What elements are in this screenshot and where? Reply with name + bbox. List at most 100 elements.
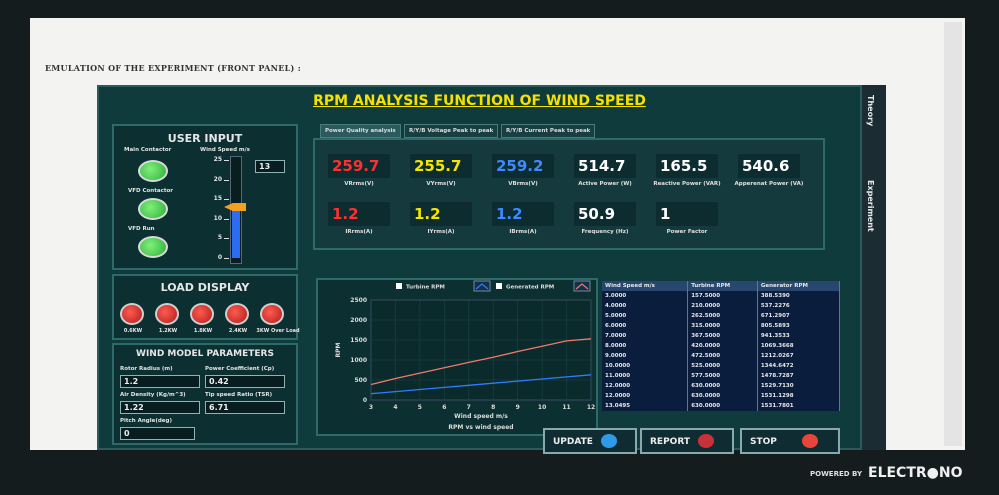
legend-swatch: [496, 283, 502, 289]
table-cell: 630.0000: [688, 391, 758, 401]
meter-label: Apperenat Power (VA): [734, 181, 804, 187]
switch[interactable]: [138, 236, 168, 258]
meter-value: 1.2: [492, 202, 554, 226]
x-tick-label: 12: [587, 404, 595, 411]
side-tab[interactable]: Experiment: [866, 180, 875, 232]
side-tabs: Theory Experiment: [862, 85, 886, 450]
meter-value: 1.2: [410, 202, 472, 226]
powered-by: POWERED BY: [810, 470, 862, 478]
y-tick-label: 2500: [350, 297, 367, 304]
slider-tick: [224, 160, 229, 161]
legend-label: Generated RPM: [506, 285, 554, 291]
slider-tick-label: 20: [208, 176, 222, 183]
load-lamp: [120, 303, 144, 325]
y-tick-label: 2000: [350, 317, 367, 324]
table-cell: 388.5390: [757, 291, 839, 301]
slider-tick: [224, 258, 229, 259]
meter-value: 540.6: [738, 154, 800, 178]
table-cell: 157.5000: [688, 291, 758, 301]
column-header: Turbine RPM: [688, 281, 758, 291]
tab[interactable]: R/Y/B Voltage Peak to peak: [404, 124, 498, 138]
y-tick-label: 0: [363, 397, 367, 404]
x-tick-label: 5: [418, 404, 422, 411]
page: EMULATION OF THE EXPERIMENT (FRONT PANEL…: [0, 0, 999, 495]
x-tick-label: 7: [467, 404, 471, 411]
param-label: Power Coefficient (Cp): [205, 366, 274, 372]
table-cell: 537.2276: [757, 301, 839, 311]
table-cell: 420.0000: [688, 341, 758, 351]
slider-tick: [224, 238, 229, 239]
table-cell: 367.5000: [688, 331, 758, 341]
x-tick-label: 3: [369, 404, 373, 411]
slider-tick: [224, 219, 229, 220]
scrollbar[interactable]: [944, 22, 962, 446]
table-cell: 7.0000: [602, 331, 688, 341]
column-header: Generator RPM: [757, 281, 839, 291]
button-label[interactable]: STOP: [750, 437, 777, 447]
x-tick-label: 9: [516, 404, 520, 411]
x-tick-label: 10: [538, 404, 546, 411]
panel-title: RPM ANALYSIS FUNCTION OF WIND SPEED: [97, 93, 862, 109]
table-cell: 4.0000: [602, 301, 688, 311]
side-tab[interactable]: Theory: [866, 95, 875, 126]
param-value[interactable]: 1.22: [120, 401, 200, 414]
switch-label: VFD Run: [128, 226, 155, 232]
button[interactable]: REPORT: [640, 428, 734, 454]
table-cell: 13.0495: [602, 401, 688, 411]
load-lamp: [225, 303, 249, 325]
button-label[interactable]: UPDATE: [553, 437, 593, 447]
meter-value: 165.5: [656, 154, 718, 178]
table-cell: 630.0000: [688, 381, 758, 391]
column-header: Wind Speed m/s: [602, 281, 688, 291]
button[interactable]: UPDATE: [543, 428, 637, 454]
table-cell: 210.0000: [688, 301, 758, 311]
page-header: EMULATION OF THE EXPERIMENT (FRONT PANEL…: [45, 63, 301, 73]
switch[interactable]: [138, 198, 168, 220]
chart-caption: RPM vs wind speed: [448, 424, 513, 431]
button-label[interactable]: REPORT: [650, 437, 690, 447]
x-tick-label: 11: [562, 404, 570, 411]
switch[interactable]: [138, 160, 168, 182]
meter-value: 50.9: [574, 202, 636, 226]
lamp-label: 2.4KW: [221, 328, 255, 334]
meter-label: VRrms(V): [324, 181, 394, 187]
button-icon: [601, 434, 617, 448]
table-cell: 5.0000: [602, 311, 688, 321]
slider-tick-label: 5: [208, 234, 222, 241]
button[interactable]: STOP: [740, 428, 840, 454]
slider-tick-label: 25: [208, 156, 222, 163]
table-cell: 1531.7801: [757, 401, 839, 411]
x-tick-label: 4: [393, 404, 397, 411]
param-value[interactable]: 1.2: [120, 375, 200, 388]
slider-tick: [224, 180, 229, 181]
tab[interactable]: Power Quality analysis: [320, 124, 401, 138]
meter-value: 514.7: [574, 154, 636, 178]
load-lamp: [190, 303, 214, 325]
slider-tick-label: 15: [208, 195, 222, 202]
wind-speed-value[interactable]: 13: [255, 160, 285, 173]
y-tick-label: 1000: [350, 357, 367, 364]
table-cell: 1478.7287: [757, 371, 839, 381]
switch-label: VFD Contactor: [128, 188, 173, 194]
table-cell: 630.0000: [688, 401, 758, 411]
meter-label: Frequency (Hz): [570, 229, 640, 235]
param-label: Pitch Angle(deg): [120, 418, 172, 424]
lamp-label: 1.2KW: [151, 328, 185, 334]
param-value[interactable]: 0: [120, 427, 195, 440]
tab[interactable]: R/Y/B Current Peak to peak: [501, 124, 595, 138]
param-label: Rotor Radius (m): [120, 366, 173, 372]
table-cell: 3.0000: [602, 291, 688, 301]
meter-value: 259.2: [492, 154, 554, 178]
legend-swatch: [396, 283, 402, 289]
table-cell: 1212.0267: [757, 351, 839, 361]
param-value[interactable]: 6.71: [205, 401, 285, 414]
table-cell: 315.0000: [688, 321, 758, 331]
param-label: Air Density (Kg/m^3): [120, 392, 186, 398]
meter-label: IBrms(A): [488, 229, 558, 235]
table-cell: 577.5000: [688, 371, 758, 381]
param-value[interactable]: 0.42: [205, 375, 285, 388]
lamp-label: 0.6KW: [116, 328, 150, 334]
plot-area: [371, 300, 591, 400]
meter-label: VBrms(V): [488, 181, 558, 187]
y-tick-label: 1500: [350, 337, 367, 344]
